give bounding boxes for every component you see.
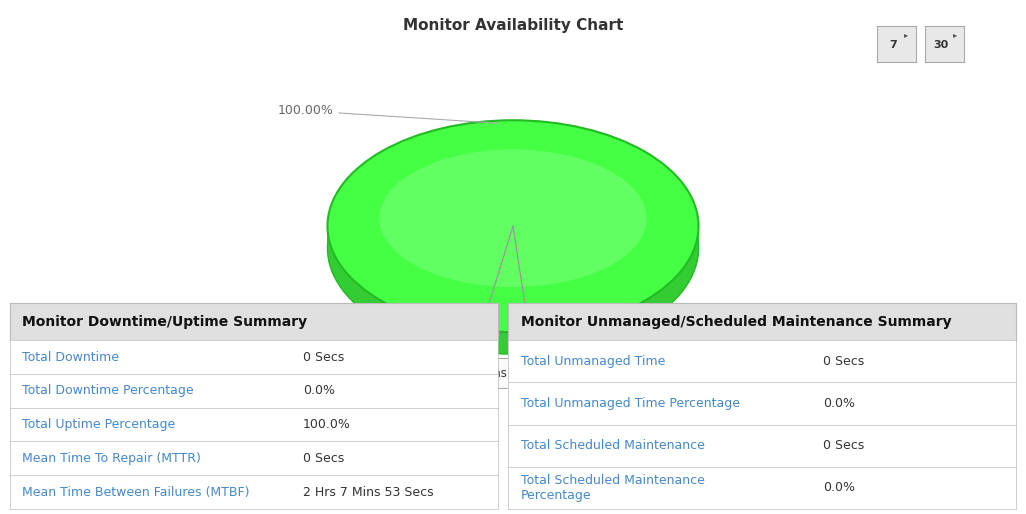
Text: 100.00%: 100.00% [278,104,499,123]
Ellipse shape [327,122,699,334]
Ellipse shape [327,135,699,347]
Text: 100.0%: 100.0% [303,418,351,431]
Ellipse shape [327,128,699,340]
Ellipse shape [327,142,699,354]
Ellipse shape [327,130,699,342]
Ellipse shape [327,126,699,338]
Text: Mean Time To Repair (MTTR): Mean Time To Repair (MTTR) [23,452,201,465]
Ellipse shape [327,141,699,353]
Text: 0.0%: 0.0% [823,397,855,410]
Ellipse shape [327,139,699,351]
Text: 2 Hrs 7 Mins 53 Secs: 2 Hrs 7 Mins 53 Secs [303,486,433,499]
Bar [351,365,377,381]
Text: 30: 30 [934,41,949,50]
Text: Total Unmanaged Time: Total Unmanaged Time [520,355,665,368]
Ellipse shape [327,137,699,348]
Ellipse shape [327,124,699,336]
Ellipse shape [327,120,699,332]
Ellipse shape [327,127,699,339]
Ellipse shape [327,138,699,350]
Text: Total Scheduled Maintenance: Total Scheduled Maintenance [520,439,705,452]
Ellipse shape [327,133,699,344]
Text: Monitor Unmanaged/Scheduled Maintenance Summary: Monitor Unmanaged/Scheduled Maintenance … [520,315,951,329]
Text: Total Unmanaged Time Percentage: Total Unmanaged Time Percentage [520,397,740,410]
Text: ▸: ▸ [904,30,909,39]
Ellipse shape [327,138,699,350]
Ellipse shape [380,150,646,287]
Text: 0 Secs: 0 Secs [823,439,864,452]
Text: Total Downtime Percentage: Total Downtime Percentage [23,384,194,397]
Text: Monitor Availability Chart: Monitor Availability Chart [403,18,623,33]
Text: ▸: ▸ [952,30,957,39]
Ellipse shape [327,133,699,345]
Text: 0 Secs: 0 Secs [303,351,344,363]
Ellipse shape [327,123,699,335]
Ellipse shape [327,142,699,354]
Ellipse shape [327,121,699,333]
Text: 7: 7 [889,41,897,50]
Text: Mean Time Between Failures (MTBF): Mean Time Between Failures (MTBF) [23,486,250,499]
Text: 0 Secs: 0 Secs [303,452,344,465]
Text: Monitor Downtime/Uptime Summary: Monitor Downtime/Uptime Summary [23,315,308,329]
Ellipse shape [327,125,699,337]
Text: Total Downtime: Total Downtime [23,351,119,363]
Text: Total Uptime Percentage: Total Uptime Percentage [23,418,175,431]
Ellipse shape [327,120,699,332]
Ellipse shape [327,122,699,334]
Ellipse shape [327,135,699,346]
Ellipse shape [327,141,699,353]
Ellipse shape [327,130,699,341]
Ellipse shape [327,125,699,337]
Text: Uptime 2 Hrs 7 Mins 53 Secs: Uptime 2 Hrs 7 Mins 53 Secs [388,366,556,380]
Text: 0.0%: 0.0% [303,384,334,397]
Text: Total Scheduled Maintenance
Percentage: Total Scheduled Maintenance Percentage [520,474,705,502]
Ellipse shape [327,134,699,346]
Ellipse shape [327,131,699,343]
Text: 0 Secs: 0 Secs [823,355,864,368]
Ellipse shape [327,128,699,340]
Ellipse shape [327,136,699,348]
Text: 0.0%: 0.0% [823,481,855,494]
Ellipse shape [327,140,699,352]
Ellipse shape [327,132,699,343]
